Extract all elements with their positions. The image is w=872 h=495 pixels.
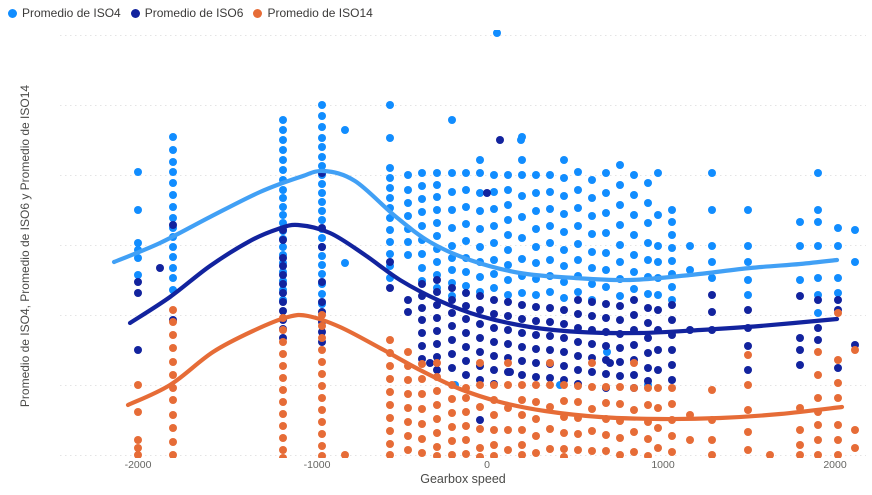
trend-line-iso4 (111, 168, 840, 283)
trend-line-iso6 (127, 222, 840, 336)
legend-label-iso14: Promedio de ISO14 (267, 6, 373, 20)
x-tick-label: 0 (484, 459, 490, 471)
x-tick-label: 1000 (651, 459, 675, 471)
x-tick-label: 2000 (823, 459, 847, 471)
legend-label-iso6: Promedio de ISO6 (144, 6, 244, 20)
y-axis-title: Promedio de ISO4, Promedio de ISO6 y Pro… (18, 84, 32, 408)
legend-item-iso14[interactable]: Promedio de ISO14 (253, 6, 373, 20)
series-iso4-dots (134, 30, 859, 389)
legend-item-iso4[interactable]: Promedio de ISO4 (8, 6, 121, 20)
x-axis-title: Gearbox speed (420, 472, 506, 486)
legend-item-iso6[interactable]: Promedio de ISO6 (130, 6, 244, 20)
legend-label-iso4: Promedio de ISO4 (22, 6, 121, 20)
x-tick-label: -2000 (124, 459, 152, 471)
legend-dot-iso4-icon (8, 8, 17, 18)
series-iso6-dots (134, 136, 859, 424)
legend-dot-iso6-icon (130, 8, 140, 18)
legend-dot-iso14-icon (253, 8, 263, 18)
trend-line-iso14 (125, 312, 845, 422)
x-tick-label: -1000 (303, 459, 331, 471)
legend: Promedio de ISO4 Promedio de ISO6 Promed… (8, 6, 373, 20)
